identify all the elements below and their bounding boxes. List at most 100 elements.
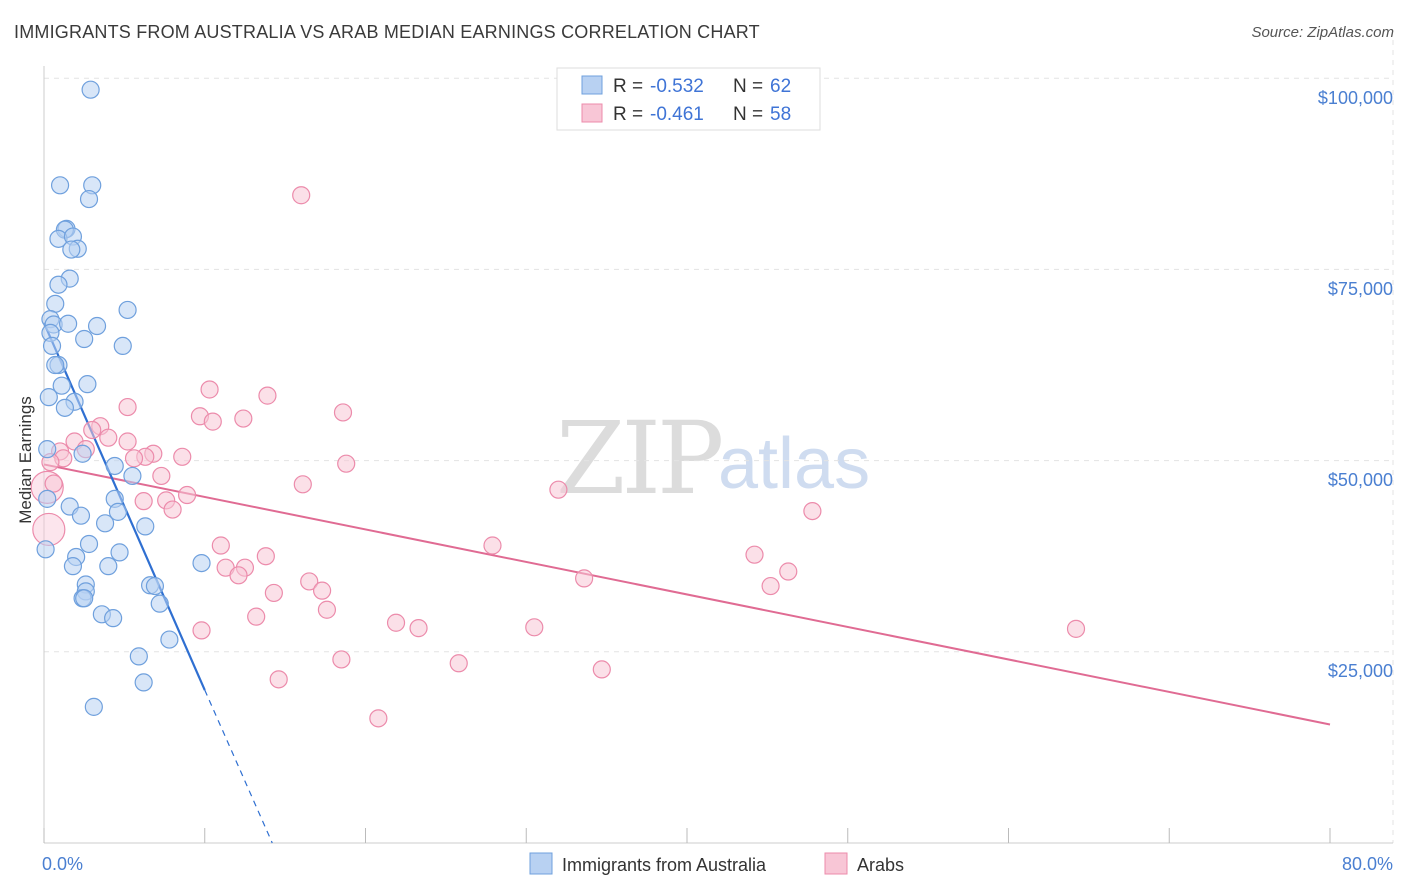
arabs-point <box>173 447 192 466</box>
gridlines <box>44 40 1394 843</box>
arabs-point <box>449 654 468 673</box>
arabs-point <box>293 475 312 494</box>
stats-n-value-australia: 62 <box>770 76 791 97</box>
stats-r-value-arabs: -0.461 <box>650 104 704 125</box>
arabs-point <box>124 449 144 468</box>
australia-point <box>99 557 118 576</box>
arabs-point <box>745 545 764 564</box>
stats-n-value-arabs: 58 <box>770 104 791 125</box>
x-tick-min: 0.0% <box>42 854 83 874</box>
arabs-point <box>211 536 230 555</box>
australia-point <box>110 543 129 562</box>
australia-point <box>160 630 179 649</box>
arabs-point <box>163 500 182 519</box>
arabs-point <box>118 432 137 451</box>
australia-point <box>129 647 148 666</box>
legend-swatch-australia <box>529 852 553 875</box>
arabs-point <box>134 492 153 511</box>
australia-point <box>42 336 62 356</box>
arabs-point <box>317 600 337 619</box>
arabs-point <box>192 621 211 640</box>
arabs-point <box>99 428 118 447</box>
arabs-point <box>264 583 283 603</box>
arabs-point <box>152 466 171 486</box>
arabs-point <box>118 397 137 417</box>
australia-point <box>62 240 81 259</box>
australia-point <box>38 440 57 459</box>
arabs-point <box>258 386 277 405</box>
australia-point <box>136 517 155 536</box>
arabs-point <box>803 501 822 521</box>
australia-point <box>46 355 65 375</box>
australia-point <box>118 300 137 320</box>
arabs-points <box>30 186 1086 728</box>
stats-r-label-arabs: R = <box>613 104 643 125</box>
australia-point <box>75 589 94 608</box>
arabs-point <box>300 572 319 591</box>
australia-point <box>81 80 100 99</box>
y-tick-25000: $25,000 <box>1328 661 1393 681</box>
australia-point <box>79 534 99 554</box>
stats-n-label-australia: N = <box>733 76 763 97</box>
australia-point <box>39 388 58 407</box>
legend-label-arabs: Arabs <box>857 855 904 875</box>
arabs-point <box>269 670 288 689</box>
trend-line-australia-extrapolated <box>204 689 273 844</box>
arabs-point <box>525 618 544 637</box>
australia-points <box>36 80 211 716</box>
australia-point <box>59 314 78 333</box>
stats-r-value-australia: -0.532 <box>650 76 704 97</box>
stats-swatch-arabs <box>581 103 603 123</box>
arabs-point <box>549 480 568 499</box>
arabs-point <box>292 186 311 205</box>
australia-point <box>46 294 65 313</box>
australia-point <box>75 329 94 349</box>
arabs-point <box>32 512 66 547</box>
arabs-point <box>200 380 219 399</box>
australia-point <box>150 594 169 613</box>
australia-point <box>50 176 70 195</box>
arabs-point <box>386 613 406 632</box>
arabs-point <box>592 660 611 679</box>
australia-point <box>49 275 68 294</box>
y-tick-100000: $100,000 <box>1318 88 1393 108</box>
y-tick-50000: $50,000 <box>1328 470 1393 490</box>
australia-point <box>55 398 74 417</box>
stats-box: R = -0.532 N = 62 R = -0.461 N = 58 <box>556 67 821 131</box>
legend-label-australia: Immigrants from Australia <box>562 855 767 875</box>
arabs-point <box>333 403 353 422</box>
arabs-point <box>483 536 502 555</box>
stats-r-label-australia: R = <box>613 76 643 97</box>
arabs-point <box>332 650 351 669</box>
arabs-point <box>761 576 780 596</box>
arabs-point <box>409 619 428 638</box>
australia-point <box>192 553 211 573</box>
australia-point <box>105 456 124 476</box>
arabs-point <box>229 566 248 585</box>
australia-point <box>145 576 165 596</box>
arabs-point <box>369 709 388 728</box>
australia-point <box>134 673 153 692</box>
legend: Immigrants from Australia Arabs <box>529 852 904 875</box>
arabs-point <box>779 562 798 581</box>
watermark-atlas: atlas <box>718 424 870 504</box>
arabs-point <box>234 409 253 428</box>
chart-title: IMMIGRANTS FROM AUSTRALIA VS ARAB MEDIAN… <box>14 22 760 42</box>
australia-point <box>84 697 103 716</box>
australia-point <box>79 189 99 209</box>
australia-point <box>104 609 123 628</box>
stats-swatch-australia <box>581 75 603 95</box>
arabs-point <box>575 569 594 588</box>
y-tick-75000: $75,000 <box>1328 279 1393 299</box>
australia-point <box>95 514 115 533</box>
australia-point <box>63 557 83 576</box>
australia-point <box>71 506 91 525</box>
arabs-point <box>44 474 63 493</box>
australia-point <box>36 540 55 559</box>
australia-point <box>113 336 132 356</box>
australia-point <box>87 316 107 336</box>
legend-swatch-arabs <box>824 852 848 875</box>
arabs-point <box>177 485 197 505</box>
y-axis-label: Median Earnings <box>16 396 35 524</box>
arabs-point <box>203 412 222 431</box>
